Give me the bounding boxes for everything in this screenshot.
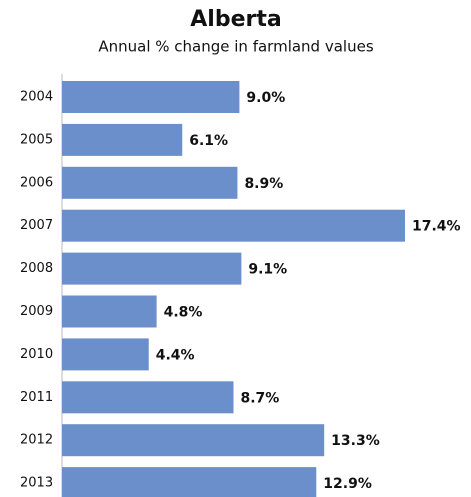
y-tick-label: 2006: [20, 175, 53, 190]
value-label: 17.4%: [412, 219, 461, 235]
bar: [62, 209, 405, 242]
bar: [62, 381, 234, 414]
chart-title: Alberta: [190, 7, 281, 32]
value-label: 12.9%: [323, 476, 372, 492]
value-label: 8.7%: [241, 390, 280, 406]
y-tick-label: 2010: [20, 347, 53, 362]
bar: [62, 166, 238, 199]
bar: [62, 123, 183, 156]
value-label: 13.3%: [331, 433, 380, 449]
value-label: 4.4%: [156, 347, 195, 363]
y-tick-label: 2012: [20, 433, 53, 448]
y-tick-label: 2005: [20, 132, 53, 147]
y-tick-label: 2008: [20, 261, 53, 276]
value-label: 4.8%: [164, 305, 203, 321]
y-tick-label: 2007: [20, 218, 53, 233]
chart-subtitle: Annual % change in farmland values: [98, 38, 373, 56]
bar: [62, 81, 240, 113]
value-label: 6.1%: [189, 133, 228, 149]
y-tick-label: 2004: [20, 90, 53, 105]
y-tick-label: 2013: [20, 476, 53, 491]
bar: [62, 252, 242, 285]
y-tick-label: 2009: [20, 304, 53, 319]
value-label: 9.1%: [248, 262, 287, 278]
value-label: 9.0%: [246, 90, 285, 106]
bar: [62, 338, 149, 371]
value-label: 8.9%: [244, 176, 283, 192]
bar: [62, 295, 157, 328]
bar: [62, 424, 325, 457]
bar: [62, 467, 317, 497]
y-tick-label: 2011: [20, 390, 53, 405]
